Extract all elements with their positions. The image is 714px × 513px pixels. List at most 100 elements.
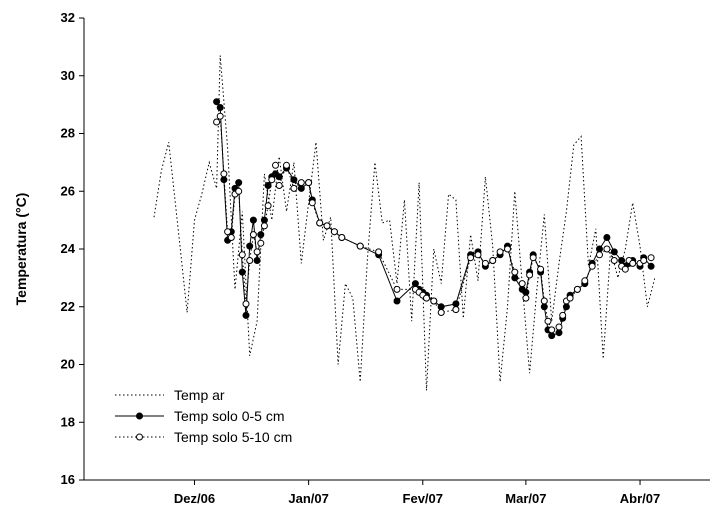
- legend: Temp ar Temp solo 0-5 cm Temp solo 5-10 …: [115, 387, 292, 445]
- legend-item-temp-solo-0-5: Temp solo 0-5 cm: [115, 408, 284, 424]
- data-point: [213, 118, 221, 126]
- data-point: [518, 280, 526, 288]
- data-point: [474, 251, 482, 259]
- data-point: [316, 219, 324, 227]
- data-point: [621, 265, 629, 273]
- data-point: [647, 262, 655, 270]
- data-point: [323, 222, 331, 230]
- series-temp-solo-5-10-cm: [213, 112, 655, 334]
- data-point: [548, 326, 556, 334]
- data-point: [610, 257, 618, 264]
- data-point: [573, 285, 581, 293]
- data-point: [235, 179, 243, 187]
- data-point: [452, 306, 460, 314]
- data-point: [489, 257, 497, 264]
- data-point: [467, 254, 475, 262]
- data-point: [596, 245, 603, 253]
- series-temp-ar: [153, 55, 656, 391]
- data-point: [529, 254, 537, 262]
- data-point: [242, 300, 250, 308]
- y-tick-label: 32: [61, 10, 75, 25]
- data-point: [393, 285, 401, 293]
- data-point: [629, 259, 637, 267]
- data-point: [540, 297, 548, 305]
- data-point: [338, 234, 346, 241]
- data-point: [264, 182, 272, 189]
- data-point: [249, 216, 257, 224]
- data-point: [393, 297, 401, 305]
- series-line-temp-ar: [153, 55, 656, 391]
- data-point: [242, 311, 250, 319]
- data-point: [253, 257, 261, 264]
- data-point: [238, 268, 246, 276]
- x-tick-label: Jan/07: [288, 491, 328, 506]
- data-point: [618, 257, 626, 264]
- data-point: [640, 257, 648, 264]
- data-point: [238, 251, 246, 259]
- data-point: [290, 176, 298, 184]
- data-point: [555, 329, 563, 337]
- data-point: [246, 257, 254, 264]
- data-point: [540, 303, 548, 311]
- data-point: [555, 323, 563, 331]
- y-axis-label: Temperatura (°C): [13, 193, 29, 306]
- data-point: [544, 317, 552, 325]
- data-point: [581, 277, 589, 285]
- x-tick-label: Dez/06: [174, 491, 215, 506]
- data-point: [220, 170, 228, 178]
- data-point: [246, 242, 254, 250]
- data-point: [522, 294, 530, 302]
- data-point: [305, 179, 313, 187]
- y-tick-label: 30: [61, 68, 75, 83]
- data-point: [511, 268, 519, 276]
- y-tick-label: 18: [61, 414, 75, 429]
- data-point: [275, 182, 283, 189]
- data-point: [290, 184, 298, 192]
- legend-marker-temp-solo-0-5: [136, 412, 143, 420]
- data-point: [548, 332, 556, 340]
- y-tick-label: 20: [61, 357, 75, 372]
- data-point: [268, 176, 276, 184]
- data-point: [356, 242, 364, 250]
- data-point: [566, 294, 574, 302]
- data-point: [537, 265, 545, 273]
- data-point: [411, 280, 419, 288]
- legend-marker-temp-solo-5-10: [136, 433, 143, 441]
- data-point: [504, 245, 511, 253]
- y-tick-label: 22: [61, 299, 75, 314]
- x-tick-label: Abr/07: [620, 491, 660, 506]
- legend-label-temp-ar: Temp ar: [174, 387, 225, 403]
- data-point: [253, 248, 261, 256]
- legend-label-temp-solo-5-10: Temp solo 5-10 cm: [174, 429, 292, 445]
- data-point: [603, 234, 611, 241]
- data-point: [257, 231, 265, 239]
- data-point: [559, 311, 567, 319]
- data-point: [224, 228, 232, 236]
- data-point: [264, 202, 272, 210]
- x-ticks: Dez/06 Jan/07 Fev/07 Mar/07 Abr/07: [174, 480, 660, 506]
- axes: 16 18 20 22 24 26 28 30 32 Dez/06 Jan/07 Fev/07 Mar…: [13, 10, 710, 506]
- data-point: [596, 251, 603, 259]
- data-point: [235, 187, 243, 195]
- x-tick-label: Mar/07: [505, 491, 546, 506]
- data-point: [647, 254, 655, 262]
- y-ticks: 16 18 20 22 24 26 28 30 32: [61, 10, 84, 487]
- data-point: [588, 262, 596, 270]
- legend-label-temp-solo-0-5: Temp solo 0-5 cm: [174, 408, 284, 424]
- data-point: [511, 274, 519, 282]
- data-point: [603, 245, 611, 253]
- data-point: [297, 179, 305, 187]
- data-point: [423, 294, 430, 302]
- data-point: [330, 228, 338, 236]
- data-point: [213, 98, 221, 106]
- data-point: [308, 199, 316, 207]
- data-point: [216, 104, 224, 111]
- series-layer: [153, 55, 656, 391]
- data-point: [260, 222, 268, 230]
- data-point: [522, 288, 530, 296]
- data-point: [430, 297, 438, 305]
- data-point: [437, 303, 445, 311]
- legend-item-temp-solo-5-10: Temp solo 5-10 cm: [115, 429, 292, 445]
- y-tick-label: 16: [61, 472, 75, 487]
